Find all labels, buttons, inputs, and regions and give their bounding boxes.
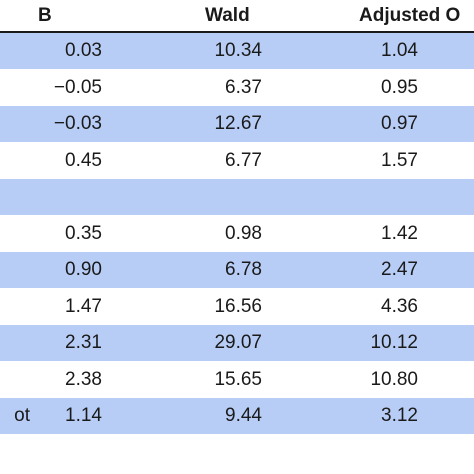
cell-b: 0.03 (65, 40, 102, 61)
header-b: B (38, 5, 52, 26)
table-row: −0.03 12.67 0.97 (0, 106, 474, 143)
cell-adjusted: 1.04 (381, 40, 418, 61)
cell-wald: 10.34 (214, 40, 262, 61)
cell-wald (190, 179, 262, 215)
header-wald: Wald (205, 5, 250, 26)
cell-b: −0.03 (53, 113, 102, 134)
cell-wald: 15.65 (214, 368, 262, 390)
cell-wald: 6.78 (225, 259, 262, 280)
cell-wald: 29.07 (214, 332, 262, 353)
cell-b: 2.31 (65, 332, 102, 353)
cell-b (40, 179, 102, 215)
cell-wald: 6.37 (225, 76, 262, 98)
cell-wald: 16.56 (214, 295, 262, 317)
table-row: 0.90 6.78 2.47 (0, 252, 474, 289)
cell-adjusted: 0.97 (381, 113, 418, 134)
cell-adjusted: 0.95 (381, 76, 418, 98)
row-label (0, 216, 30, 252)
row-label (0, 106, 30, 142)
table-header: B Wald Adjusted O (0, 0, 474, 33)
cell-b: 0.35 (65, 222, 102, 244)
table-row: −0.05 6.37 0.95 (0, 69, 474, 106)
cell-adjusted (340, 179, 418, 215)
cell-wald: 9.44 (225, 405, 262, 426)
cell-adjusted: 10.12 (370, 332, 418, 353)
cell-adjusted: 1.42 (381, 222, 418, 244)
header-adjusted: Adjusted O (359, 5, 461, 26)
cell-adjusted: 3.12 (381, 405, 418, 426)
row-label (0, 70, 30, 106)
table-row: 0.35 0.98 1.42 (0, 215, 474, 252)
cell-b: 0.45 (65, 149, 102, 171)
table-row (0, 179, 474, 216)
table-row: 2.38 15.65 10.80 (0, 361, 474, 398)
table-row: 0.45 6.77 1.57 (0, 142, 474, 179)
cell-wald: 12.67 (214, 113, 262, 134)
table-row: 2.31 29.07 10.12 (0, 325, 474, 362)
cell-b: −0.05 (53, 76, 102, 98)
cell-adjusted: 2.47 (381, 259, 418, 280)
cell-wald: 0.98 (225, 222, 262, 244)
cell-b: 1.47 (65, 295, 102, 317)
row-label (0, 33, 30, 69)
cell-adjusted: 1.57 (381, 149, 418, 171)
table-row: 0.03 10.34 1.04 (0, 33, 474, 70)
table-row: ot 1.14 9.44 3.12 (0, 398, 474, 435)
row-label (0, 179, 30, 215)
row-label (0, 143, 30, 179)
cell-b: 1.14 (65, 405, 102, 426)
cell-wald: 6.77 (225, 149, 262, 171)
cell-adjusted: 4.36 (381, 295, 418, 317)
table-row: 1.47 16.56 4.36 (0, 288, 474, 325)
row-label (0, 289, 30, 325)
row-label (0, 362, 30, 398)
row-label (0, 325, 30, 361)
row-label (0, 252, 30, 288)
cell-adjusted: 10.80 (370, 368, 418, 390)
row-label: ot (14, 405, 30, 426)
table-body: 0.03 10.34 1.04 −0.05 6.37 0.95 −0.03 12… (0, 33, 474, 435)
cell-b: 2.38 (65, 368, 102, 390)
cell-b: 0.90 (65, 259, 102, 280)
